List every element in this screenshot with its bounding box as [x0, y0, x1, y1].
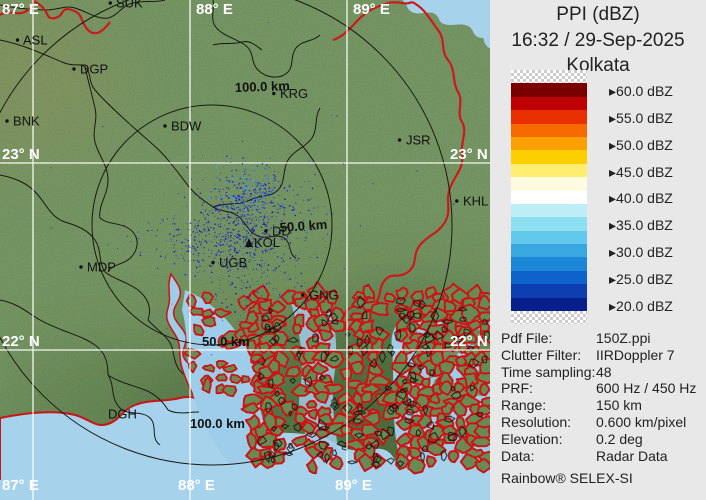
svg-text:88° E: 88° E	[178, 477, 215, 494]
svg-text:50.0 km: 50.0 km	[202, 334, 250, 349]
svg-text:DGH: DGH	[108, 407, 137, 422]
svg-text:ASL: ASL	[23, 33, 48, 48]
svg-text:23° N: 23° N	[450, 146, 488, 163]
svg-text:GNG: GNG	[309, 288, 339, 303]
svg-text:89° E: 89° E	[335, 477, 372, 494]
svg-text:22° N: 22° N	[450, 333, 488, 350]
svg-text:22° N: 22° N	[2, 333, 40, 350]
svg-text:87° E: 87° E	[2, 477, 39, 494]
svg-text:BNK: BNK	[13, 114, 40, 129]
svg-text:MDP: MDP	[87, 260, 116, 275]
svg-text:DGP: DGP	[80, 62, 108, 77]
svg-text:88° E: 88° E	[196, 1, 233, 18]
svg-text:89° E: 89° E	[353, 1, 390, 18]
svg-text:JSR: JSR	[406, 133, 431, 148]
svg-text:23° N: 23° N	[2, 146, 40, 163]
svg-text:BDW: BDW	[171, 119, 202, 134]
svg-text:KOL: KOL	[254, 235, 280, 250]
svg-text:KHL: KHL	[463, 194, 488, 209]
svg-text:KRG: KRG	[280, 86, 308, 101]
svg-text:87° E: 87° E	[2, 1, 39, 18]
svg-text:100.0 km: 100.0 km	[190, 416, 245, 431]
svg-text:SUK: SUK	[116, 0, 143, 11]
svg-text:UGB: UGB	[219, 255, 247, 270]
